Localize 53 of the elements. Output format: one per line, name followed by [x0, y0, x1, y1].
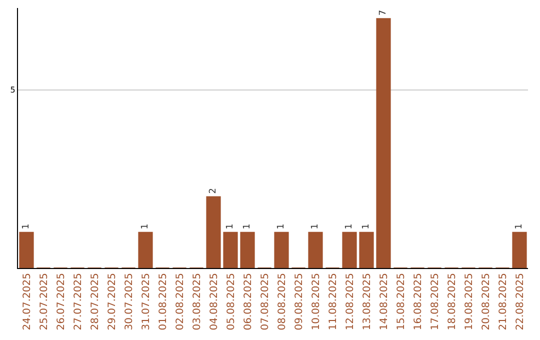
- bar: [308, 232, 323, 268]
- x-tick-label: 20.08.2025: [480, 273, 492, 330]
- x-tick-label: 06.08.2025: [242, 273, 254, 330]
- x-tick-label: 12.08.2025: [344, 273, 356, 330]
- x-tick-label: 28.07.2025: [90, 273, 101, 330]
- bar: [223, 232, 238, 268]
- data-label: 2: [208, 188, 218, 194]
- x-tick-label: 14.08.2025: [378, 273, 390, 330]
- x-tick-label: 08.08.2025: [276, 273, 288, 330]
- bar: [512, 232, 527, 268]
- x-tick-label: 10.08.2025: [310, 273, 322, 330]
- data-label: 7: [378, 10, 388, 16]
- x-tick-label: 24.07.2025: [22, 273, 33, 330]
- x-tick-label: 13.08.2025: [362, 273, 373, 330]
- x-tick-label: 29.07.2025: [106, 273, 118, 330]
- x-tick-label: 03.08.2025: [192, 273, 203, 330]
- data-label: 1: [276, 224, 286, 230]
- bar: [342, 232, 357, 268]
- x-tick-label: 04.08.2025: [208, 273, 220, 330]
- data-label: 1: [362, 224, 372, 230]
- x-tick-label: 21.08.2025: [498, 273, 509, 330]
- x-tick-label: 30.07.2025: [124, 273, 135, 330]
- data-label: 1: [344, 224, 354, 230]
- x-tick-label: 15.08.2025: [396, 273, 407, 330]
- x-tick-label: 27.07.2025: [72, 273, 84, 330]
- x-tick-label: 05.08.2025: [226, 273, 237, 330]
- data-label: 1: [242, 224, 252, 230]
- x-tick-label: 19.08.2025: [464, 273, 475, 330]
- x-tick-label: 26.07.2025: [56, 273, 67, 330]
- bar: [138, 232, 153, 268]
- x-tick-label: 17.08.2025: [430, 273, 441, 330]
- bar: [376, 18, 391, 268]
- x-tick-label: 18.08.2025: [446, 273, 458, 330]
- bar: [359, 232, 374, 268]
- x-tick-label: 01.08.2025: [158, 273, 169, 330]
- bar: [274, 232, 289, 268]
- bar: [19, 232, 34, 268]
- data-label: 1: [226, 224, 236, 230]
- data-label: 1: [514, 224, 524, 230]
- x-tick-label: 11.08.2025: [328, 273, 339, 330]
- x-tick-label: 16.08.2025: [412, 273, 424, 330]
- x-tick-label: 02.08.2025: [174, 273, 186, 330]
- x-tick-label: 07.08.2025: [260, 273, 271, 330]
- data-label: 1: [310, 224, 320, 230]
- x-tick-label: 22.08.2025: [514, 273, 526, 330]
- data-label: 1: [140, 224, 150, 230]
- y-tick-label: 5: [10, 86, 16, 95]
- x-tick-label: 09.08.2025: [294, 273, 305, 330]
- x-tick-label: 25.07.2025: [38, 273, 50, 330]
- bar: [206, 196, 221, 268]
- bar: [240, 232, 255, 268]
- x-tick-label: 31.07.2025: [140, 273, 152, 330]
- data-label: 1: [22, 224, 32, 230]
